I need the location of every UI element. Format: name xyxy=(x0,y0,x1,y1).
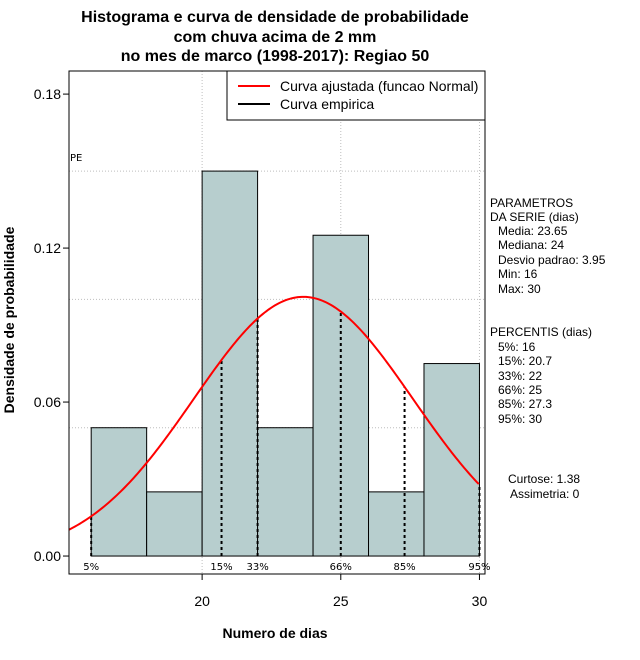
percentile-layer: 5% 15% 33% 66% 85% 95% xyxy=(83,311,491,573)
percentil-line-33: 33%: 22 xyxy=(498,369,542,383)
normal-curve-line xyxy=(68,295,480,531)
percentile-label-66: 66% xyxy=(330,562,352,573)
pe-label: PE xyxy=(70,153,82,164)
curtose-value: Curtose: 1.38 xyxy=(508,472,580,486)
percentile-label-85: 85% xyxy=(393,562,415,573)
y-tick-label: 0.06 xyxy=(34,394,61,410)
x-tick-label: 20 xyxy=(194,593,210,609)
percentis-title: PERCENTIS (dias) xyxy=(490,325,592,339)
y-tick-label: 0.18 xyxy=(34,86,61,102)
param-media: Media: 23.65 xyxy=(498,224,568,238)
x-tick-label: 25 xyxy=(333,593,349,609)
histogram-bar-5 xyxy=(312,234,370,557)
assimetria-value: Assimetria: 0 xyxy=(510,487,580,501)
percentil-line-5: 5%: 16 xyxy=(498,340,536,354)
histogram-bar-6 xyxy=(368,491,425,557)
axes-layer: 0.00 0.06 0.12 0.18 20 25 30 xyxy=(34,86,488,609)
legend-box xyxy=(226,70,486,121)
percentil-line-95: 95%: 30 xyxy=(498,412,542,426)
histogram-bar-7 xyxy=(423,363,480,557)
percentil-line-85: 85%: 27.3 xyxy=(498,397,552,411)
chart-title-line-2: com chuva acima de 2 mm xyxy=(174,29,377,46)
y-tick-label: 0.00 xyxy=(34,548,61,564)
percentil-line-15: 15%: 20.7 xyxy=(498,354,552,368)
percentile-label-33: 33% xyxy=(246,562,268,573)
params-title-2: DA SERIE (dias) xyxy=(490,210,579,224)
bar-layer xyxy=(90,170,480,557)
percentile-label-95: 95% xyxy=(468,562,490,573)
params-title-1: PARAMETROS xyxy=(490,196,573,210)
histogram-bar-4 xyxy=(257,427,314,557)
legend-empirical-label: Curva empirica xyxy=(280,96,374,112)
percentile-label-5: 5% xyxy=(83,562,99,573)
x-axis-title: Numero de dias xyxy=(222,625,327,641)
y-tick-label: 0.12 xyxy=(34,240,61,256)
x-tick-label: 30 xyxy=(472,593,488,609)
histogram-bar-3 xyxy=(201,170,259,557)
percentile-label-15: 15% xyxy=(210,562,232,573)
legend-curve-label: Curva ajustada (funcao Normal) xyxy=(280,78,478,94)
stats-panel: PARAMETROS DA SERIE (dias) Media: 23.65 … xyxy=(490,196,606,501)
chart-title-line-3: no mes de marco (1998-2017): Regiao 50 xyxy=(121,48,430,65)
y-axis-title: Densidade de probabilidade xyxy=(1,226,17,413)
param-desvio: Desvio padrao: 3.95 xyxy=(498,253,606,267)
histogram-bar-2 xyxy=(146,491,203,557)
param-max: Max: 30 xyxy=(498,282,541,296)
param-min: Min: 16 xyxy=(498,267,538,281)
legend: Curva ajustada (funcao Normal) Curva emp… xyxy=(226,70,486,121)
chart-title-line-1: Histograma e curva de densidade de proba… xyxy=(81,9,469,26)
percentil-line-66: 66%: 25 xyxy=(498,383,542,397)
param-mediana: Mediana: 24 xyxy=(498,238,564,252)
